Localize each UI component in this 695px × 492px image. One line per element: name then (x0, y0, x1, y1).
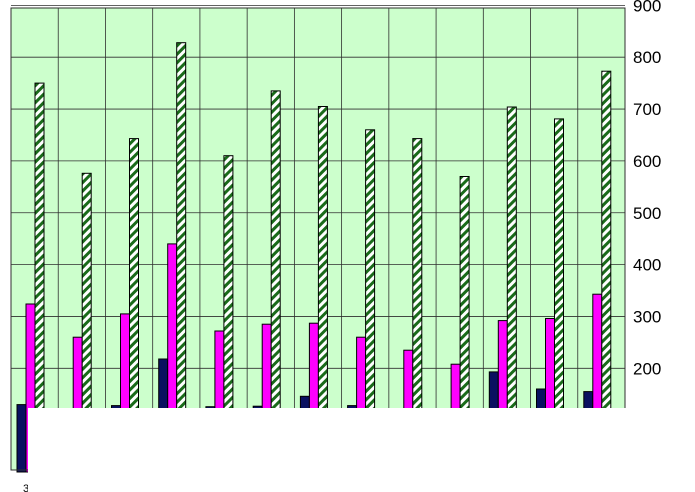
y-tick-label: 200 (633, 359, 661, 378)
y-tick-label: 800 (633, 48, 661, 67)
y-axis-ticks: 200 300 400 500 600 700 800 900 (633, 0, 661, 378)
y-tick-label: 700 (633, 100, 661, 119)
bar-series-1 (16, 404, 27, 473)
y-tick-label: 600 (633, 152, 661, 171)
y-tick-label: 400 (633, 256, 661, 275)
y-tick-label: 300 (633, 307, 661, 326)
corner-label: 3 (23, 483, 29, 492)
y-tick-label: 500 (633, 204, 661, 223)
y-tick-label: 900 (633, 0, 661, 15)
overlay-panel (28, 408, 695, 492)
